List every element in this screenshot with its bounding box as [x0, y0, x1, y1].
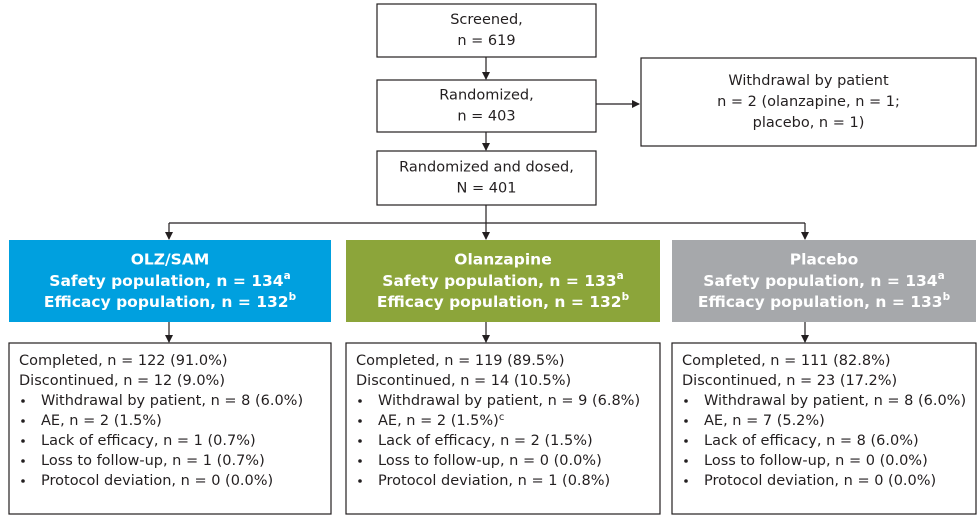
discontinued: Discontinued, n = 23 (17.2%) [682, 373, 897, 389]
reason-text: Lack of efficacy, n = 1 (0.7%) [41, 433, 256, 449]
reason: Lack of efficacy, n = 1 (0.7%) [41, 433, 256, 449]
box-text: n = 619 [457, 33, 515, 49]
footnote-mark: b [943, 291, 951, 303]
reason-text: AE, n = 7 (5.2%) [704, 413, 825, 429]
reason-text: AE, n = 2 (1.5%) [378, 413, 499, 429]
bullet [684, 439, 688, 443]
reason: Protocol deviation, n = 0 (0.0%) [41, 473, 273, 489]
bullet [21, 439, 25, 443]
arm-name: Olanzapine [454, 251, 551, 269]
footnote-mark: a [284, 270, 291, 282]
bullet [684, 399, 688, 403]
reason: Lack of efficacy, n = 8 (6.0%) [704, 433, 919, 449]
population: Safety population, n = 133a [382, 270, 623, 290]
bullet [358, 459, 362, 463]
reason: Loss to follow-up, n = 0 (0.0%) [704, 453, 928, 469]
arm-header [9, 240, 331, 322]
bullet [684, 459, 688, 463]
box-text: N = 401 [457, 181, 517, 197]
bullet [21, 399, 25, 403]
completed: Completed, n = 119 (89.5%) [356, 353, 565, 369]
population: Safety population, n = 134a [49, 270, 290, 290]
population: Efficacy population, n = 133b [698, 291, 951, 311]
reason: Withdrawal by patient, n = 8 (6.0%) [41, 393, 303, 409]
discontinued: Discontinued, n = 12 (9.0%) [19, 373, 225, 389]
footnote-mark: b [289, 291, 297, 303]
box-text: placebo, n = 1) [753, 115, 865, 131]
bullet [21, 419, 25, 423]
bullet [21, 479, 25, 483]
bullet [358, 399, 362, 403]
bullet [358, 439, 362, 443]
box [640, 57, 977, 147]
bullet [684, 479, 688, 483]
bullet [21, 459, 25, 463]
arm-header [346, 240, 660, 322]
connectors [165, 57, 809, 343]
bullet [358, 479, 362, 483]
reason-text: Protocol deviation, n = 0 (0.0%) [41, 473, 273, 489]
reason-text: Loss to follow-up, n = 0 (0.0%) [704, 453, 928, 469]
reason-text: Loss to follow-up, n = 0 (0.0%) [378, 453, 602, 469]
box [376, 3, 597, 58]
reason-text: Lack of efficacy, n = 8 (6.0%) [704, 433, 919, 449]
reason-text: Protocol deviation, n = 0 (0.0%) [704, 473, 936, 489]
box-text: Randomized and dosed, [399, 160, 574, 176]
box [376, 79, 597, 133]
box-text: Withdrawal by patient [728, 73, 889, 89]
reason-text: AE, n = 2 (1.5%) [41, 413, 162, 429]
reason: Withdrawal by patient, n = 9 (6.8%) [378, 393, 640, 409]
box-text: Randomized, [439, 88, 533, 104]
reason-text: Withdrawal by patient, n = 8 (6.0%) [704, 393, 966, 409]
arm-outcome-box [671, 342, 977, 515]
population-text: Safety population, n = 134 [49, 272, 284, 290]
reason: AE, n = 7 (5.2%) [704, 413, 825, 429]
reason: Protocol deviation, n = 1 (0.8%) [378, 473, 610, 489]
reason: Withdrawal by patient, n = 8 (6.0%) [704, 393, 966, 409]
bullet [358, 419, 362, 423]
population-text: Safety population, n = 133 [382, 272, 616, 290]
arm-outcome-box [345, 342, 661, 515]
arm-header [672, 240, 976, 322]
population: Efficacy population, n = 132b [377, 291, 630, 311]
reason-text: Loss to follow-up, n = 1 (0.7%) [41, 453, 265, 469]
reason-text: Withdrawal by patient, n = 8 (6.0%) [41, 393, 303, 409]
arm-name: OLZ/SAM [131, 251, 210, 269]
bullet [684, 419, 688, 423]
box-text: n = 403 [457, 109, 515, 125]
arm-outcome-box [8, 342, 332, 515]
footnote-mark: c [499, 412, 505, 423]
reason-text: Withdrawal by patient, n = 9 (6.8%) [378, 393, 640, 409]
population: Efficacy population, n = 132b [44, 291, 297, 311]
box-text: n = 2 (olanzapine, n = 1; [717, 94, 900, 110]
reason: Loss to follow-up, n = 1 (0.7%) [41, 453, 265, 469]
population-text: Efficacy population, n = 132 [377, 293, 622, 311]
reason: Loss to follow-up, n = 0 (0.0%) [378, 453, 602, 469]
reason: Protocol deviation, n = 0 (0.0%) [704, 473, 936, 489]
footnote-mark: a [938, 270, 945, 282]
completed: Completed, n = 111 (82.8%) [682, 353, 891, 369]
arm-name: Placebo [790, 251, 859, 269]
reason-text: Protocol deviation, n = 1 (0.8%) [378, 473, 610, 489]
reason: AE, n = 2 (1.5%)c [378, 412, 504, 429]
footnote-mark: b [622, 291, 630, 303]
discontinued: Discontinued, n = 14 (10.5%) [356, 373, 571, 389]
box-text: Screened, [450, 12, 523, 28]
population: Safety population, n = 134a [703, 270, 944, 290]
reason-text: Lack of efficacy, n = 2 (1.5%) [378, 433, 593, 449]
box [376, 150, 597, 206]
reason: Lack of efficacy, n = 2 (1.5%) [378, 433, 593, 449]
population-text: Safety population, n = 134 [703, 272, 938, 290]
completed: Completed, n = 122 (91.0%) [19, 353, 228, 369]
population-text: Efficacy population, n = 133 [698, 293, 943, 311]
population-text: Efficacy population, n = 132 [44, 293, 289, 311]
reason: AE, n = 2 (1.5%) [41, 413, 162, 429]
footnote-mark: a [617, 270, 624, 282]
